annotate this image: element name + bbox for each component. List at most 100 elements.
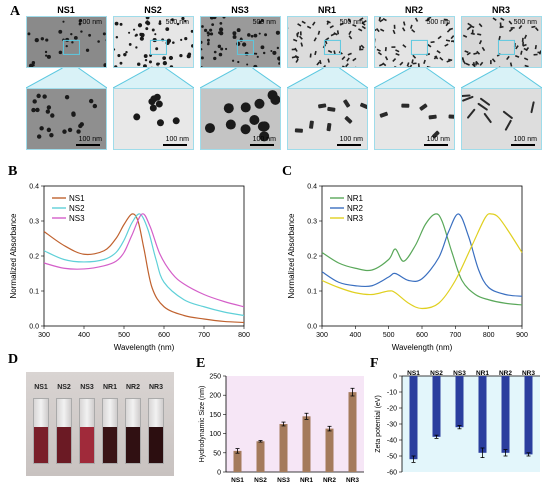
bar-ns2 — [432, 376, 441, 437]
x-tick-label: 900 — [516, 332, 528, 339]
absorbance-chart-ns: 300 400 500 600 700 800 0.0 0.1 0.2 0.3 0.4 Wavelen… — [9, 184, 250, 353]
zoom-guide — [113, 68, 194, 88]
panel-label-e: E — [196, 356, 206, 371]
bar-ns2 — [256, 441, 265, 472]
cuvette-nr1 — [102, 398, 118, 464]
legend-label-nr1: NR1 — [347, 194, 364, 203]
y-tick-label: -50 — [387, 454, 397, 461]
cuvette-label-ns2: NS2 — [57, 384, 71, 391]
bar-ns3 — [279, 424, 288, 472]
zoom-guide — [287, 68, 368, 88]
x-tick-label: NR1 — [476, 370, 489, 377]
tem-label-nr2: NR2 — [404, 5, 423, 15]
panel-label-d: D — [8, 352, 19, 367]
y-axis-label: Hydrodynamic Size (nm) — [199, 386, 206, 463]
y-tick-label: -30 — [387, 422, 397, 429]
y-tick-label: 0.1 — [307, 289, 317, 296]
x-tick-label: NR2 — [323, 477, 336, 484]
legend-label-ns1: NS1 — [69, 194, 85, 203]
tem-overview-nr1: 500 nm — [287, 16, 368, 68]
x-tick-label: NR1 — [300, 477, 313, 484]
scale-label: 100 nm — [426, 136, 450, 143]
series-line-ns1 — [43, 213, 245, 324]
y-axis-label: Zeta potential (eV) — [375, 395, 382, 453]
legend-label-nr3: NR3 — [347, 214, 364, 223]
x-tick-label: 700 — [198, 332, 210, 339]
y-tick-label: 0.2 — [307, 254, 317, 261]
scale-bar — [250, 144, 274, 146]
zoom-guide — [374, 68, 455, 88]
cuvette-label-nr2: NR2 — [125, 384, 140, 391]
x-tick-label: NS1 — [231, 477, 244, 484]
scale-label: 100 nm — [78, 136, 102, 143]
tem-zoom-ns3: 100 nm — [200, 88, 281, 150]
y-tick-label: 0 — [393, 374, 397, 381]
scale-label: 500 nm — [426, 19, 450, 26]
tem-label-ns1: NS1 — [57, 5, 75, 15]
y-tick-label: 150 — [209, 412, 221, 419]
bar-ns1 — [409, 376, 418, 460]
cuvette-ns2 — [56, 398, 72, 464]
y-tick-label: 0.4 — [29, 184, 39, 191]
scale-bar — [163, 144, 187, 146]
y-tick-label: 0.3 — [307, 219, 317, 226]
scale-label: 500 nm — [165, 19, 189, 26]
x-tick-label: NS3 — [453, 370, 466, 377]
y-tick-label: 100 — [209, 431, 221, 438]
x-tick-label: 500 — [118, 332, 130, 339]
x-tick-label: NR3 — [346, 477, 359, 484]
x-tick-label: NS1 — [407, 370, 420, 377]
tem-zoom-ns1: 100 nm — [26, 88, 107, 150]
scale-label: 100 nm — [513, 136, 537, 143]
cuvette-liquid — [103, 427, 117, 463]
x-tick-label: 300 — [38, 332, 50, 339]
legend-label-ns2: NS2 — [69, 204, 85, 213]
scale-label: 100 nm — [339, 136, 363, 143]
cuvette-nr3 — [148, 398, 164, 464]
x-tick-label: NS2 — [254, 477, 267, 484]
tem-zoom-nr3: 100 nm — [461, 88, 542, 150]
series-line-ns3 — [43, 213, 245, 308]
y-axis-label: Normalized Absorbance — [287, 213, 296, 298]
y-tick-label: -40 — [387, 438, 397, 445]
cuvette-label-ns1: NS1 — [34, 384, 48, 391]
panel-label-c: C — [282, 164, 293, 179]
x-tick-label: 400 — [78, 332, 90, 339]
x-tick-label: 600 — [416, 332, 428, 339]
plot-background — [402, 376, 540, 472]
scale-label: 500 nm — [513, 19, 537, 26]
x-tick-label: 300 — [316, 332, 328, 339]
tem-overview-ns1: 200 nm — [26, 16, 107, 68]
y-tick-label: 0.3 — [29, 219, 39, 226]
bar-ns1 — [233, 450, 242, 472]
x-tick-label: 700 — [449, 332, 461, 339]
cuvette-nr2 — [125, 398, 141, 464]
y-tick-label: 0.1 — [29, 289, 39, 296]
y-tick-label: -20 — [387, 406, 397, 413]
x-tick-label: 800 — [238, 332, 250, 339]
tem-overview-nr2: 500 nm — [374, 16, 455, 68]
panel-label-f: F — [370, 356, 379, 371]
series-line-nr3 — [321, 213, 523, 310]
scale-label: 200 nm — [78, 19, 102, 26]
y-tick-label: 0.4 — [307, 184, 317, 191]
cuvette-ns1 — [33, 398, 49, 464]
tem-zoom-ns2: 100 nm — [113, 88, 194, 150]
tem-label-nr3: NR3 — [491, 5, 510, 15]
scale-label: 100 nm — [252, 136, 276, 143]
cuvette-label-ns3: NS3 — [80, 384, 94, 391]
absorbance-chart-nr: 300 400 500 600 700 800 900 0.0 0.1 0.2 0.3 0.4 Wave… — [287, 184, 528, 353]
y-axis-label: Normalized Absorbance — [9, 213, 18, 298]
x-tick-label: 400 — [349, 332, 361, 339]
cuvette-liquid — [80, 427, 94, 463]
x-tick-label: NS2 — [430, 370, 443, 377]
cuvette-liquid — [34, 427, 48, 463]
plot-background — [226, 376, 364, 472]
cuvette-photo: NS1 NS2 NS3 NR1 NR2 NR3 — [26, 372, 174, 476]
cuvette-ns3 — [79, 398, 95, 464]
x-axis-label: Wavelength (nm) — [392, 343, 453, 352]
panel-label-b: B — [8, 164, 18, 179]
cuvette-liquid — [149, 427, 163, 463]
y-tick-label: 50 — [213, 450, 221, 457]
cuvette-label-nr1: NR1 — [102, 384, 117, 391]
